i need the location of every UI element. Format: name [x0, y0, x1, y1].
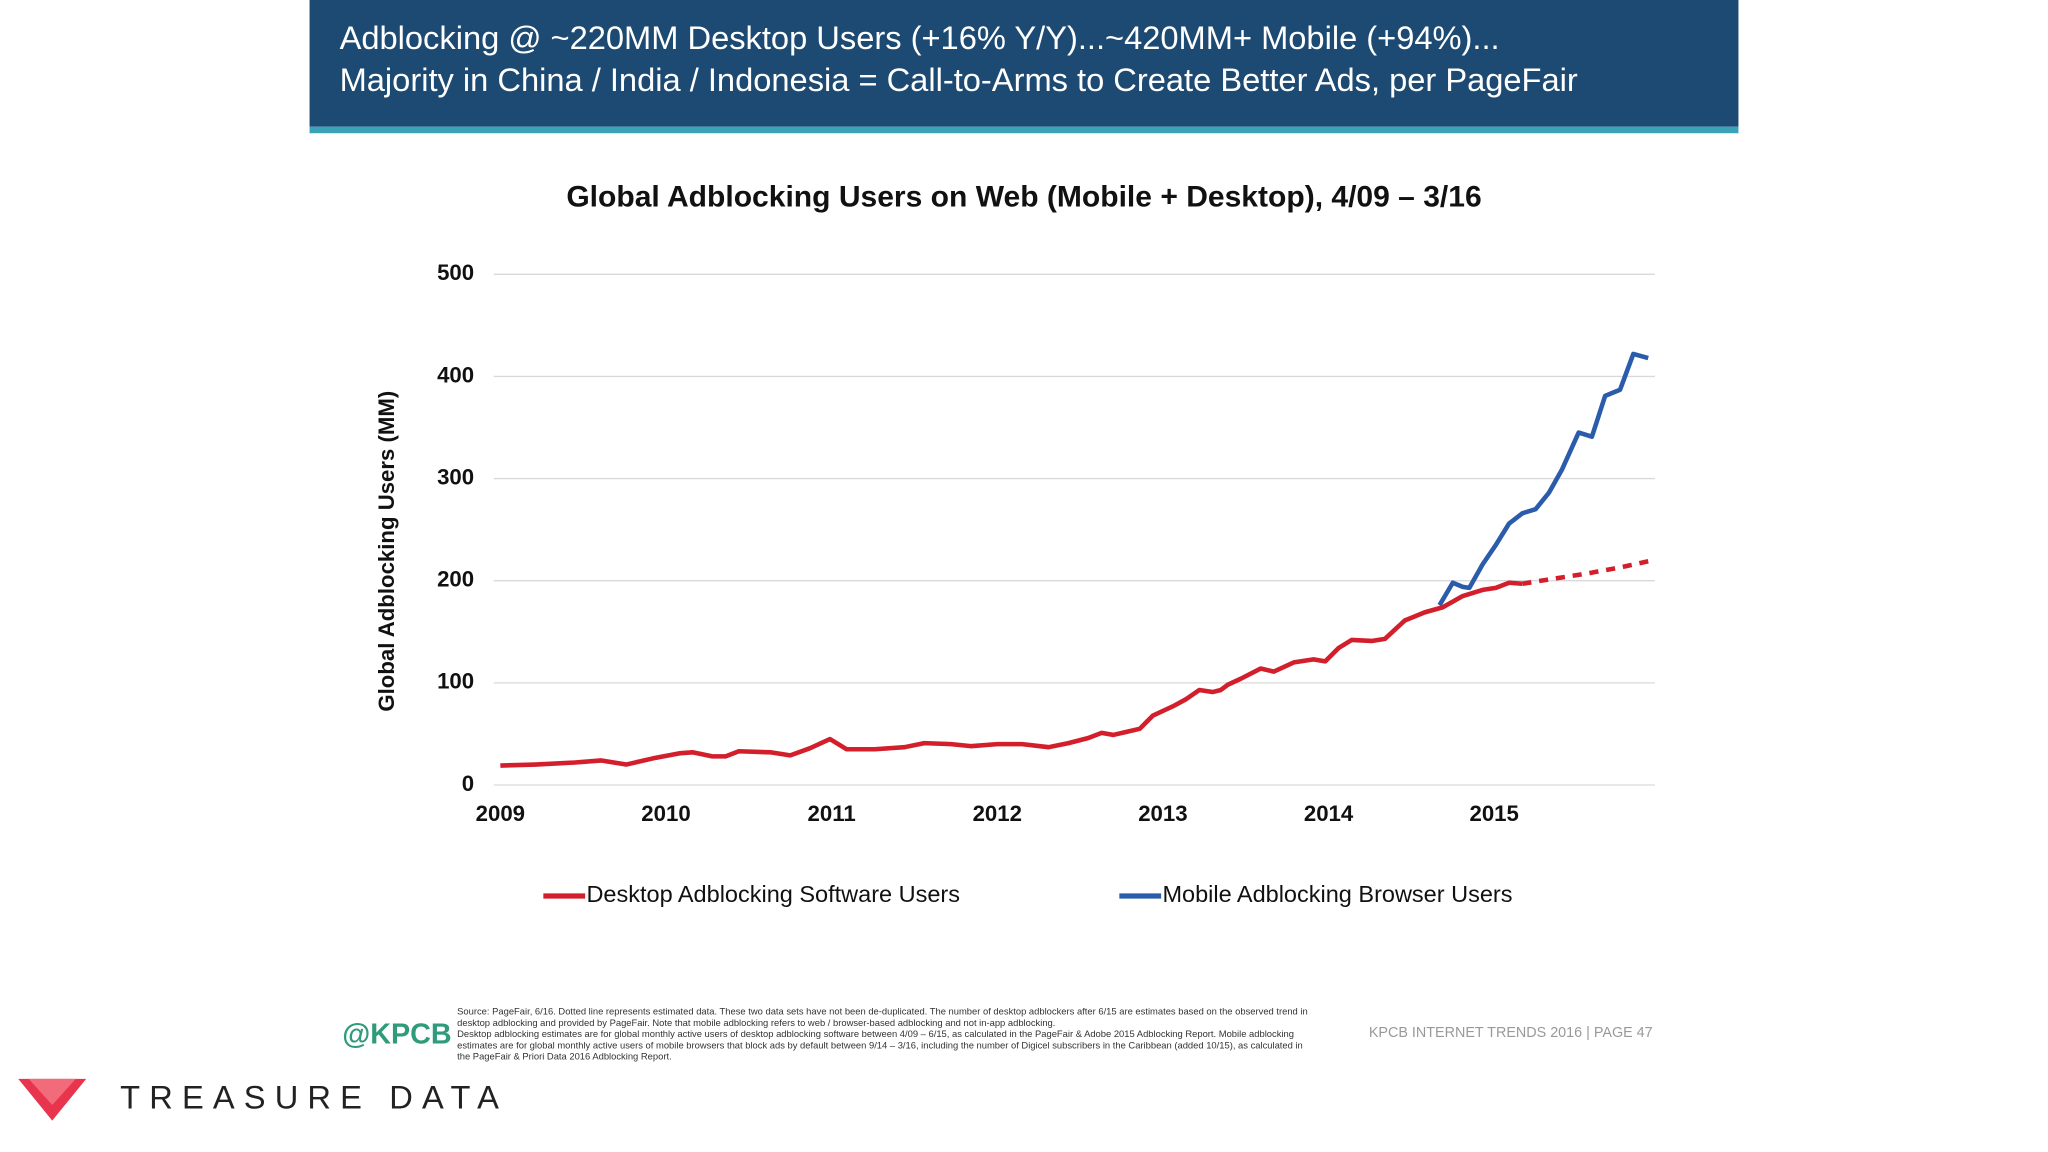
y-tick-label: 300: [437, 464, 474, 489]
x-tick-label: 2012: [973, 801, 1022, 826]
legend-label: Mobile Adblocking Browser Users: [1162, 881, 1512, 907]
source-line: the PageFair & Priori Data 2016 Adblocki…: [457, 1051, 672, 1062]
y-axis-label: Global Adblocking Users (MM): [374, 391, 399, 712]
header-line: Majority in China / India / Indonesia = …: [340, 61, 1578, 98]
brand-logo: [28, 1078, 76, 1105]
legend-label: Desktop Adblocking Software Users: [586, 881, 960, 907]
y-tick-label: 200: [437, 567, 474, 592]
brand-name: TREASURE DATA: [120, 1078, 508, 1115]
y-tick-label: 400: [437, 362, 474, 387]
header-rule: [309, 126, 1739, 134]
x-tick-label: 2015: [1470, 801, 1519, 826]
y-tick-label: 500: [437, 260, 474, 285]
header-line: Adblocking @ ~220MM Desktop Users (+16% …: [340, 19, 1500, 56]
source-note: Source: PageFair, 6/16. Dotted line repr…: [457, 1006, 1308, 1062]
source-line: Desktop adblocking estimates are for glo…: [457, 1028, 1294, 1039]
x-tick-label: 2014: [1304, 801, 1354, 826]
source-line: estimates are for global monthly active …: [457, 1039, 1303, 1050]
x-tick-label: 2009: [476, 801, 525, 826]
series-line: [1437, 351, 1649, 607]
page-number: KPCB INTERNET TRENDS 2016 | PAGE 47: [1369, 1025, 1653, 1041]
y-tick-label: 100: [437, 669, 474, 694]
estimated-line: [1521, 559, 1649, 587]
handle: @KPCB: [342, 1018, 451, 1050]
chart-title: Global Adblocking Users on Web (Mobile +…: [566, 180, 1481, 213]
source-line: desktop adblocking and provided by PageF…: [457, 1017, 1055, 1028]
x-tick-label: 2013: [1138, 801, 1187, 826]
x-tick-label: 2010: [641, 801, 690, 826]
y-tick-label: 0: [462, 771, 474, 796]
x-tick-label: 2011: [808, 801, 856, 826]
series-line: [500, 580, 1523, 768]
header-band: [309, 0, 1739, 127]
source-line: Source: PageFair, 6/16. Dotted line repr…: [457, 1006, 1308, 1017]
